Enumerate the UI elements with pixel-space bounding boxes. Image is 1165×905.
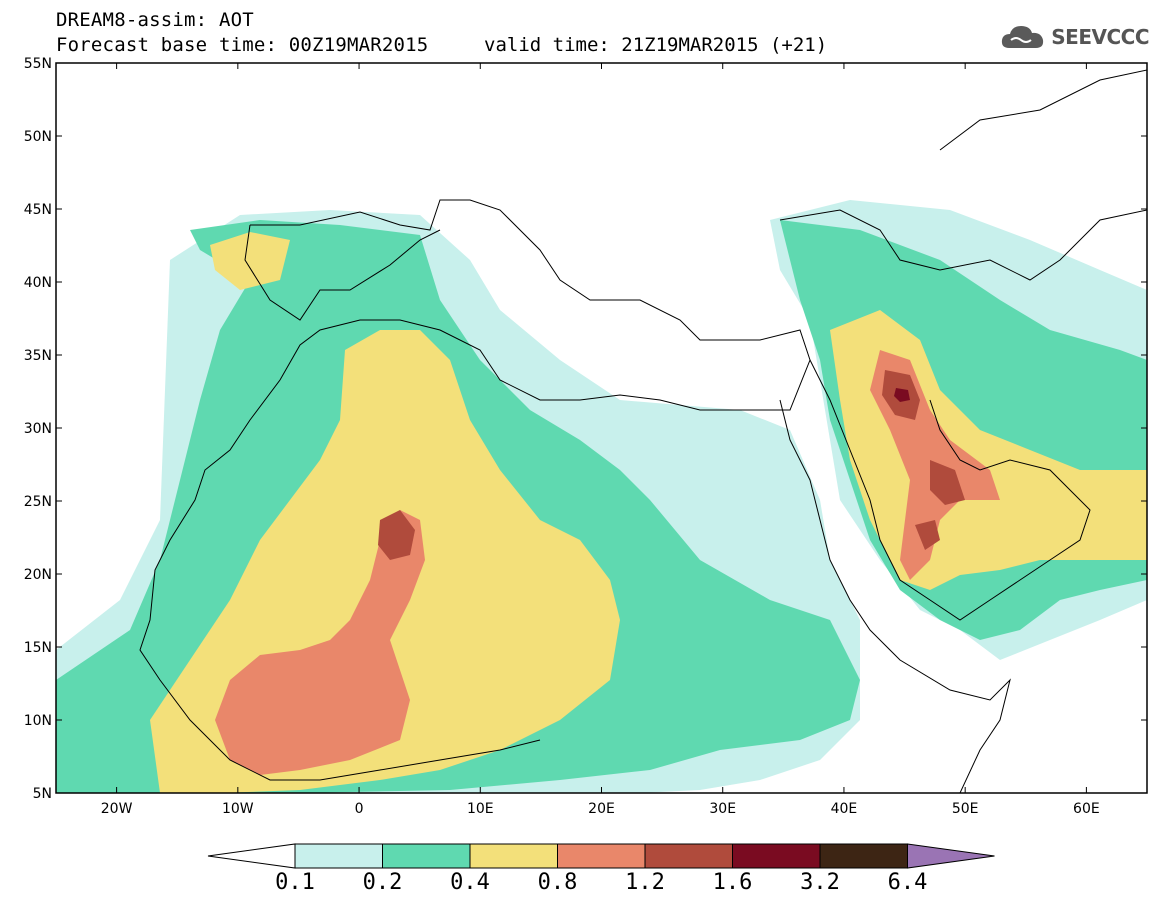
cloud-icon [1002,26,1044,48]
colorbar-label: 0.8 [537,870,578,895]
lat-label: 30N [24,421,52,437]
lon-label: 40E [831,801,858,817]
colorbar-segment [819,843,908,869]
colorbar-segment [382,843,471,869]
lat-label: 20N [24,567,52,583]
coastlines [139,69,1147,793]
coastline [779,209,1147,281]
lat-label: 40N [24,275,52,291]
aot-level-0.8-region [215,510,425,775]
lat-label: 50N [24,129,52,145]
colorbar-label: 1.6 [712,870,753,895]
lon-label: 20E [588,801,615,817]
lon-label: 20W [101,801,133,817]
aot-level-1.2-region [378,510,415,560]
colorbar-label: 3.2 [800,870,840,895]
colorbar-label: 0.2 [362,870,403,895]
colorbar-upper-extend [907,843,995,869]
longitude-labels: 20W 10W 0 10E 20E 30E 40E 50E 60E [101,801,1100,817]
lon-label: 30E [709,801,736,817]
lon-label: 10E [467,801,494,817]
aot-level-1.6-region [894,388,910,402]
colorbar-label: 6.4 [887,870,928,895]
seevccc-logo: SEEVCCC [999,22,1149,52]
colorbar-lower-extend [207,843,296,869]
axis-ticks [56,62,1147,794]
valid-time-label: valid time: 21Z19MAR2015 (+21) [484,34,828,56]
lat-label: 15N [24,640,52,656]
coastline [809,359,1091,621]
coastline [244,224,441,321]
colorbar-label: 0.1 [275,870,315,895]
lat-label: 25N [24,494,52,510]
lat-label: 35N [24,348,52,364]
colorbar-segment [469,843,558,869]
latitude-labels: 55N 50N 45N 40N 35N 30N 25N 20N 15N 10N 5N [24,56,52,802]
colorbar-segment [644,843,733,869]
base-time-label: Forecast base time: 00Z19MAR2015 [56,34,429,56]
aot-level-1.2-region [915,520,940,550]
aot-shading [56,200,1147,793]
lat-label: 10N [24,713,52,729]
lon-label: 0 [355,801,364,817]
colorbar-segment [294,843,383,869]
colorbar [207,843,995,869]
lat-label: 45N [24,202,52,218]
colorbar-segment [557,843,646,869]
lon-label: 10W [222,801,254,817]
colorbar-segment [732,843,821,869]
logo-text: SEEVCCC [1051,25,1149,49]
colorbar-label: 1.2 [625,870,665,895]
lon-label: 60E [1073,801,1100,817]
lat-label: 5N [33,786,52,802]
aot-level-0.4-region [210,232,290,290]
lat-label: 55N [24,56,52,72]
lon-label: 50E [952,801,979,817]
coastline [139,199,811,781]
aot-level-1.2-region [930,460,965,505]
chart-title: DREAM8-assim: AOT [56,9,254,31]
coastline [939,69,1147,151]
colorbar-label: 0.4 [450,870,490,895]
coastline [779,399,1011,793]
